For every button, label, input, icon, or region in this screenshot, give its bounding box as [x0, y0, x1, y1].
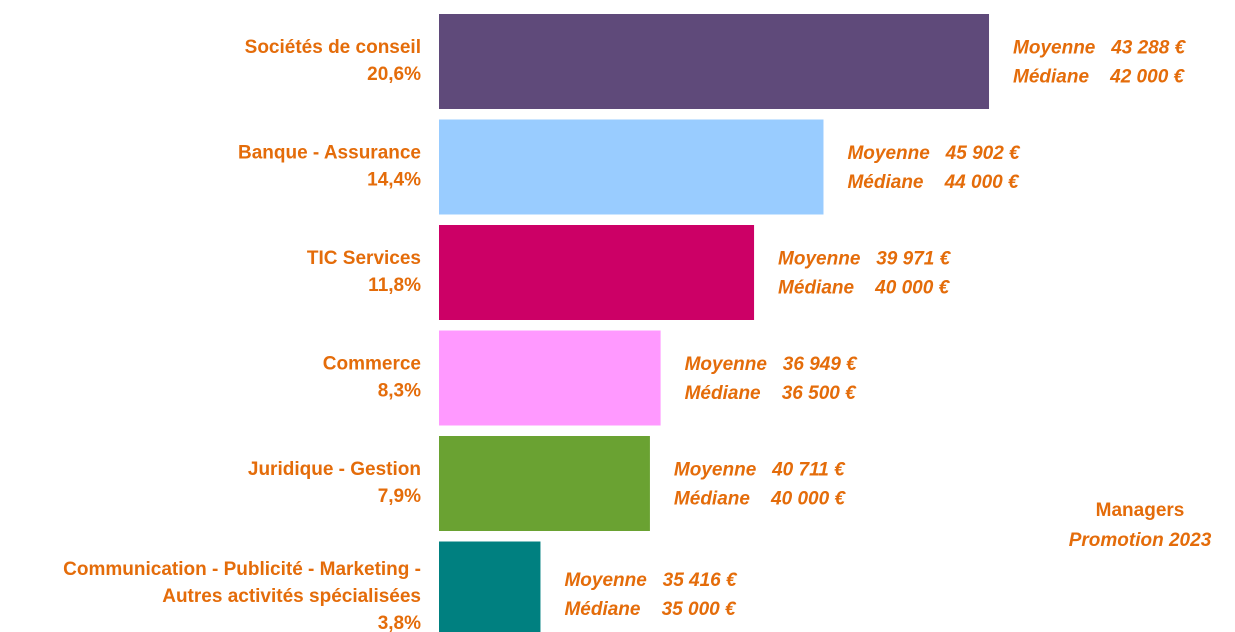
category-label: Communication - Publicité - Marketing - — [63, 559, 421, 580]
annotation: Médiane 40 000 € — [778, 278, 951, 299]
bar — [439, 541, 541, 632]
category-label: TIC Services — [307, 248, 421, 269]
annotation: Moyenne 39 971 € — [778, 249, 952, 270]
value-label: 20,6% — [367, 64, 421, 85]
annotation: Moyenne 35 416 € — [564, 570, 738, 591]
legend-title: Managers — [1096, 500, 1185, 521]
bar — [439, 225, 755, 320]
annotation: Médiane 42 000 € — [1013, 67, 1186, 88]
value-label: 14,4% — [367, 170, 421, 191]
bar — [439, 14, 990, 109]
category-label: Sociétés de conseil — [245, 37, 421, 58]
annotation: Moyenne 36 949 € — [685, 354, 859, 375]
legend-subtitle: Promotion 2023 — [1069, 530, 1212, 551]
category-label: Commerce — [323, 354, 421, 375]
value-label: 3,8% — [378, 613, 421, 632]
category-label: Autres activités spécialisées — [162, 586, 421, 607]
annotation: Médiane 35 000 € — [564, 599, 737, 620]
annotation: Médiane 36 500 € — [685, 383, 858, 404]
annotation: Médiane 40 000 € — [674, 489, 847, 510]
category-label: Juridique - Gestion — [248, 459, 421, 480]
value-label: 7,9% — [378, 486, 421, 507]
annotation: Moyenne 45 902 € — [847, 143, 1021, 164]
annotation: Moyenne 40 711 € — [674, 460, 846, 481]
bar — [439, 436, 650, 531]
value-label: 11,8% — [368, 275, 421, 296]
annotation: Médiane 44 000 € — [847, 172, 1020, 193]
annotation: Moyenne 43 288 € — [1013, 38, 1187, 59]
value-label: 8,3% — [378, 381, 421, 402]
bar — [439, 119, 824, 215]
category-label: Banque - Assurance — [238, 143, 421, 164]
bar — [439, 330, 661, 426]
